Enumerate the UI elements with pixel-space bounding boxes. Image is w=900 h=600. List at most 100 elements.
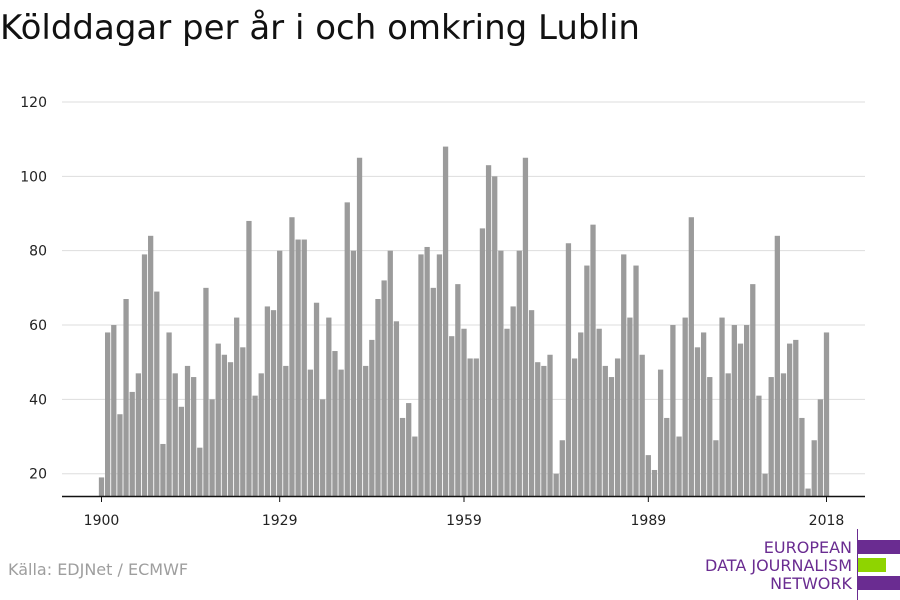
bar-1983	[608, 377, 615, 496]
bar-1949	[399, 417, 406, 496]
source-credit: Källa: EDJNet / ECMWF	[8, 560, 189, 579]
bar-1942	[356, 157, 363, 496]
bar-1971	[535, 362, 541, 496]
bar-1912	[172, 373, 178, 496]
logo-text-european: EUROPEAN	[763, 538, 852, 557]
x-tick-label: 1900	[84, 513, 120, 529]
bar-1982	[602, 365, 608, 496]
bar-1920	[221, 354, 228, 496]
bar-1976	[565, 243, 572, 496]
bar-1995	[682, 317, 688, 496]
bar-2018	[823, 332, 830, 496]
bar-1941	[350, 250, 357, 496]
y-tick-label: 40	[29, 392, 47, 408]
bar-1984	[614, 358, 621, 496]
bar-1939	[338, 369, 344, 496]
bar-1945	[375, 299, 381, 496]
bar-1958	[455, 284, 461, 496]
bar-1956	[442, 146, 449, 496]
x-tick-label: 1929	[262, 513, 298, 529]
bar-1928	[270, 310, 277, 496]
bar-2016	[811, 440, 817, 496]
bar-1931	[289, 217, 295, 497]
bar-2000	[713, 440, 719, 496]
bar-1944	[369, 339, 375, 496]
bar-1901	[105, 332, 111, 496]
y-tick-label: 100	[20, 169, 47, 185]
bar-1904	[123, 299, 129, 496]
bar-1937	[326, 317, 332, 496]
bar-1966	[504, 328, 510, 496]
bar-1902	[111, 325, 117, 496]
bar-2002	[725, 373, 731, 496]
bar-1946	[381, 280, 387, 496]
bar-1988	[639, 354, 645, 496]
bar-2001	[719, 317, 725, 496]
bar-1916	[197, 447, 203, 496]
bar-1994	[676, 436, 682, 496]
bar-1934	[307, 369, 314, 496]
bar-1992	[664, 417, 670, 496]
bar-1948	[393, 321, 400, 496]
bar-1913	[178, 406, 185, 496]
bar-1907	[141, 254, 148, 496]
bar-1943	[363, 365, 369, 496]
bar-1900	[98, 477, 105, 496]
bar-1999	[707, 377, 713, 496]
bar-1978	[578, 332, 584, 496]
logo-bar-green	[858, 558, 886, 572]
bar-1953	[424, 246, 430, 496]
bar-1905	[129, 391, 135, 496]
bar-1927	[264, 306, 271, 496]
bar-1930	[283, 365, 289, 496]
bar-1936	[320, 399, 326, 496]
bar-1935	[313, 302, 320, 496]
bar-1975	[559, 440, 565, 496]
bar-1950	[406, 403, 412, 496]
bar-1993	[670, 325, 676, 496]
bar-1918	[209, 399, 215, 496]
bar-1985	[621, 254, 627, 496]
bar-1963	[485, 165, 492, 496]
bar-1908	[148, 235, 154, 496]
bar-1903	[117, 414, 123, 496]
bar-2010	[774, 235, 780, 496]
bar-1947	[387, 250, 393, 496]
bar-1974	[553, 473, 559, 496]
bar-1998	[700, 332, 707, 496]
bar-1922	[234, 317, 240, 496]
bar-2015	[805, 488, 811, 496]
bar-1991	[657, 369, 664, 496]
bar-1924	[246, 220, 252, 496]
y-tick-label: 60	[29, 318, 47, 334]
y-tick-label: 120	[20, 95, 47, 111]
bar-2003	[731, 325, 737, 496]
bar-2012	[786, 343, 793, 496]
bar-1986	[627, 317, 633, 496]
bar-1970	[528, 310, 535, 496]
bar-1911	[166, 332, 172, 496]
bar-1979	[584, 265, 590, 496]
y-tick-label: 20	[29, 467, 47, 483]
bar-1938	[332, 351, 338, 496]
bar-1919	[215, 343, 221, 496]
bar-1961	[473, 358, 479, 496]
edjnet-logo[interactable]: EUROPEAN DATA JOURNALISM NETWORK	[704, 529, 900, 600]
x-tick-label: 2018	[809, 513, 845, 529]
bar-1980	[590, 224, 596, 496]
bar-2008	[762, 473, 768, 496]
bar-2011	[780, 373, 787, 496]
bar-1923	[240, 347, 246, 496]
bar-1997	[694, 347, 701, 496]
bar-1981	[596, 328, 602, 496]
logo-text-network: NETWORK	[770, 574, 852, 593]
bar-1925	[252, 395, 258, 496]
bar-2004	[737, 343, 744, 496]
bar-1933	[301, 239, 307, 496]
bar-1960	[467, 358, 473, 496]
x-tick-label: 1959	[446, 513, 482, 529]
bar-1955	[436, 254, 443, 496]
bar-1929	[277, 250, 283, 496]
bar-1906	[135, 373, 141, 496]
